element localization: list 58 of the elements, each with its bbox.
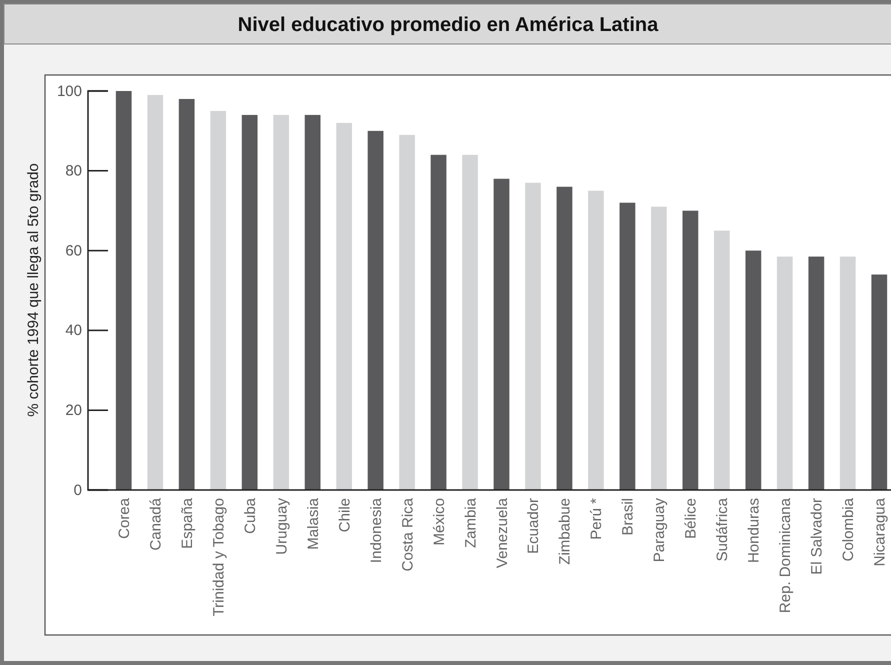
x-tick-label: Zimbabue [556, 498, 574, 565]
chart-title: Nivel educativo promedio en América Latina [238, 14, 660, 36]
bar [651, 206, 667, 490]
x-tick-label: Costa Rica [399, 497, 416, 572]
bar [714, 230, 730, 490]
bar [556, 186, 572, 490]
x-tick-label: Chile [336, 498, 354, 532]
x-tick-label: Bélice [682, 498, 700, 539]
bar [368, 130, 384, 490]
x-tick-label: Brasil [620, 498, 637, 536]
y-tick-label: 60 [65, 242, 82, 260]
bar [178, 98, 195, 490]
bar [273, 114, 290, 490]
x-tick-label: Zambia [462, 497, 480, 548]
x-tick-label: Corea [116, 497, 133, 539]
y-tick-label: 0 [74, 482, 82, 499]
bar [494, 178, 510, 490]
x-tick-label: Perú * [588, 498, 606, 540]
x-tick-label: Canadá [147, 497, 164, 551]
x-tick-label: El Salvador [808, 498, 826, 575]
x-tick-label: Paraguay [651, 498, 668, 562]
bar [116, 91, 132, 490]
x-tick-label: Cuba [242, 497, 259, 534]
bar [525, 182, 541, 490]
x-tick-label: España [178, 497, 196, 549]
bar [745, 250, 762, 490]
bar [620, 202, 636, 490]
x-tick-label: México [430, 498, 448, 546]
bar [147, 94, 164, 490]
bar [682, 210, 698, 490]
y-tick-label: 100 [56, 82, 82, 100]
x-tick-label: Rep. Dominicana [777, 497, 794, 614]
bar [462, 154, 478, 490]
x-tick-label: Indonesia [368, 497, 385, 564]
bar [242, 114, 258, 490]
x-tick-label: Ecuador [525, 498, 542, 554]
bar [808, 256, 824, 490]
bar [430, 154, 446, 490]
x-tick-label: Uruguay [273, 498, 290, 555]
x-tick-label: Malasia [304, 497, 322, 550]
x-tick-label: Honduras [746, 498, 763, 564]
y-axis-title: % cohorte 1994 que llega al 5to grado [25, 163, 42, 417]
bar [304, 114, 320, 490]
y-tick-label: 20 [65, 402, 82, 419]
bar [588, 190, 604, 490]
bar [210, 110, 226, 490]
y-tick-label: 40 [65, 322, 82, 340]
y-tick-label: 80 [65, 162, 82, 180]
x-tick-label: Venezuela [494, 497, 511, 568]
x-tick-label: Nicaragua [872, 497, 889, 566]
bar [776, 256, 793, 490]
bar [871, 274, 888, 490]
x-tick-label: Trinidad y Tobago [210, 498, 228, 616]
bar [336, 122, 352, 490]
x-tick-label: Colombia [840, 497, 858, 562]
bar [840, 256, 856, 490]
bar [399, 134, 415, 490]
x-tick-label: Sudáfrica [714, 497, 732, 562]
